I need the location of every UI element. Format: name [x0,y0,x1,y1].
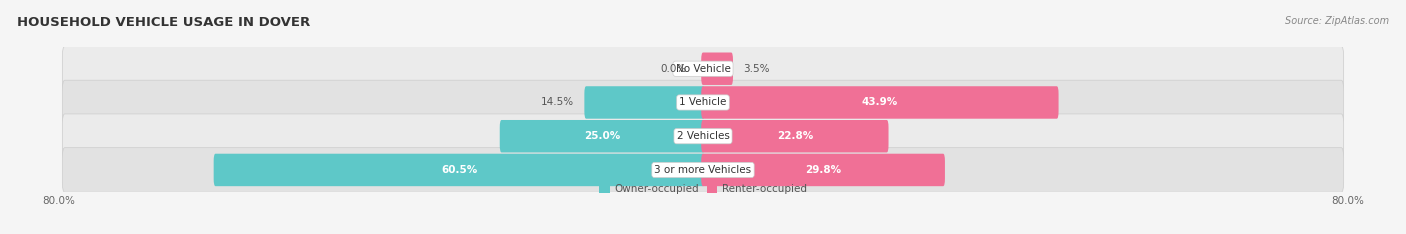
Legend: Owner-occupied, Renter-occupied: Owner-occupied, Renter-occupied [595,180,811,198]
FancyBboxPatch shape [702,120,889,152]
FancyBboxPatch shape [62,80,1344,125]
Text: 25.0%: 25.0% [583,131,620,141]
FancyBboxPatch shape [499,120,704,152]
Text: 2 Vehicles: 2 Vehicles [676,131,730,141]
Text: 3 or more Vehicles: 3 or more Vehicles [654,165,752,175]
Text: 14.5%: 14.5% [541,98,574,107]
FancyBboxPatch shape [62,47,1344,91]
Text: 22.8%: 22.8% [776,131,813,141]
Text: 1 Vehicle: 1 Vehicle [679,98,727,107]
FancyBboxPatch shape [62,114,1344,158]
FancyBboxPatch shape [62,148,1344,192]
Text: 60.5%: 60.5% [441,165,478,175]
Text: 43.9%: 43.9% [862,98,898,107]
Text: Source: ZipAtlas.com: Source: ZipAtlas.com [1285,16,1389,26]
FancyBboxPatch shape [702,154,945,186]
FancyBboxPatch shape [214,154,704,186]
FancyBboxPatch shape [702,52,733,85]
Text: 0.0%: 0.0% [661,64,688,74]
FancyBboxPatch shape [702,86,1059,119]
FancyBboxPatch shape [585,86,704,119]
Text: 3.5%: 3.5% [744,64,770,74]
Text: No Vehicle: No Vehicle [675,64,731,74]
Text: 29.8%: 29.8% [806,165,841,175]
Text: HOUSEHOLD VEHICLE USAGE IN DOVER: HOUSEHOLD VEHICLE USAGE IN DOVER [17,16,311,29]
